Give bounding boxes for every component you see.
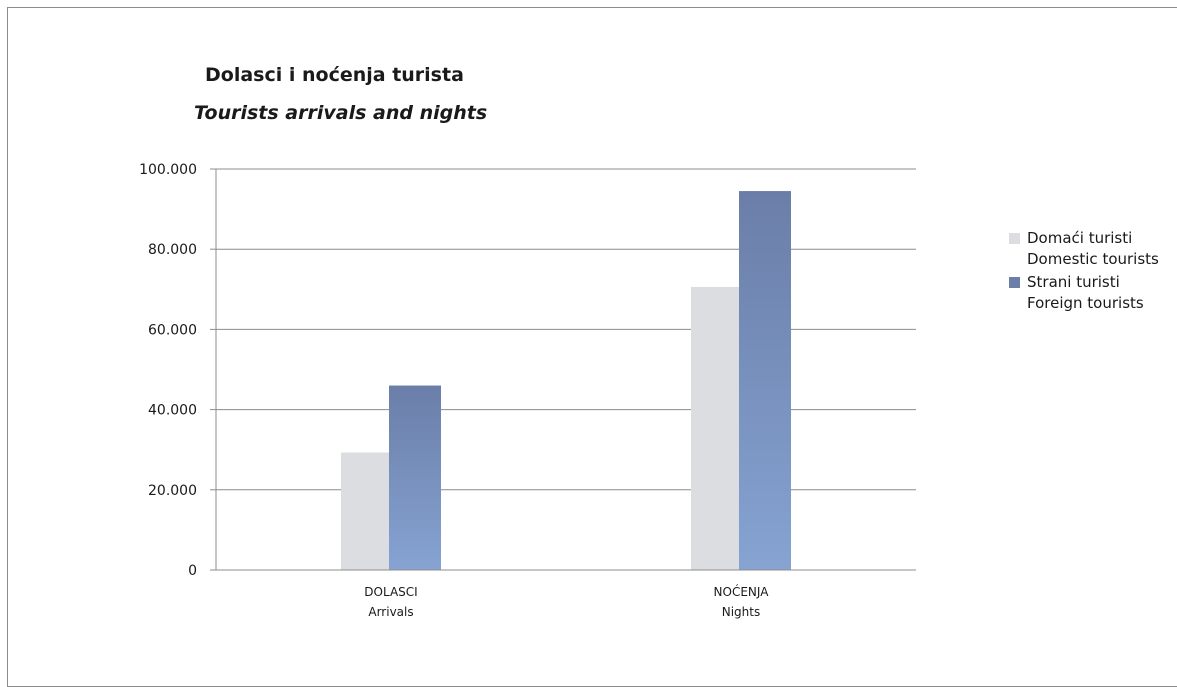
x-tick-label: DOLASCI bbox=[364, 585, 417, 599]
legend-label-foreign: Strani turisti bbox=[1027, 273, 1120, 291]
y-tick-label: 100.000 bbox=[139, 162, 197, 178]
legend-item-domestic: Domaći turisti Domestic tourists bbox=[1009, 228, 1159, 270]
y-axis: 0 20.000 40.000 60.000 80.000 100.000 bbox=[139, 162, 217, 579]
legend-swatch-foreign bbox=[1009, 277, 1020, 288]
legend-label-foreign-en: Foreign tourists bbox=[1027, 294, 1144, 312]
chart-title: Dolasci i noćenja turista bbox=[205, 64, 464, 86]
bar-domestic-1 bbox=[691, 286, 743, 570]
legend-item-foreign: Strani turisti Foreign tourists bbox=[1009, 272, 1159, 314]
y-tick-label: 0 bbox=[188, 563, 197, 579]
legend: Domaći turisti Domestic tourists Strani … bbox=[1009, 228, 1159, 316]
bar-foreign-0 bbox=[389, 385, 441, 570]
y-tick-label: 40.000 bbox=[148, 403, 197, 419]
legend-label-domestic: Domaći turisti bbox=[1027, 229, 1133, 247]
bars bbox=[341, 191, 791, 570]
bar-foreign-1 bbox=[739, 191, 791, 570]
gridlines bbox=[216, 168, 916, 491]
x-tick-label: NOĆENJA bbox=[714, 584, 770, 599]
legend-swatch-domestic bbox=[1009, 233, 1020, 244]
x-tick-label-en: Arrivals bbox=[368, 605, 413, 619]
y-tick-label: 20.000 bbox=[148, 483, 197, 499]
y-tick-label: 60.000 bbox=[148, 322, 197, 338]
y-tick-label: 80.000 bbox=[148, 242, 197, 258]
legend-label-domestic-en: Domestic tourists bbox=[1027, 250, 1159, 268]
bar-domestic-0 bbox=[341, 452, 393, 570]
x-axis: DOLASCI Arrivals NOĆENJA Nights bbox=[216, 569, 916, 619]
chart-subtitle: Tourists arrivals and nights bbox=[194, 102, 488, 124]
x-tick-label-en: Nights bbox=[722, 605, 761, 619]
